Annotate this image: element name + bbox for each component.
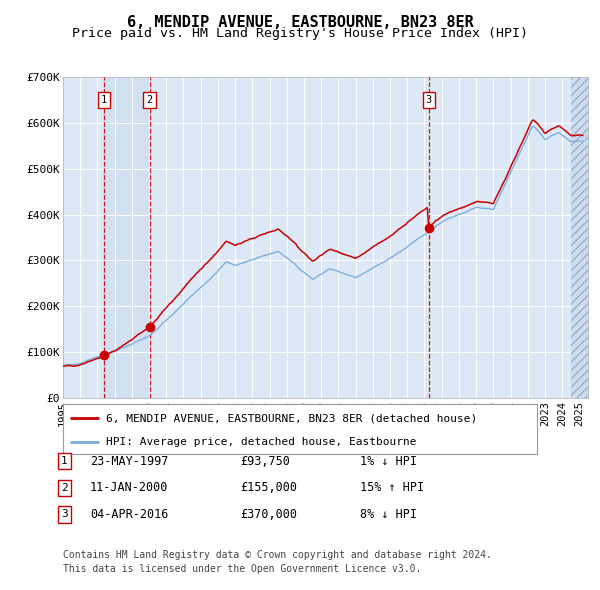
Text: £370,000: £370,000 — [240, 508, 297, 521]
Text: 3: 3 — [61, 510, 68, 519]
Bar — [104, 77, 149, 398]
Text: 04-APR-2016: 04-APR-2016 — [90, 508, 169, 521]
Polygon shape — [571, 77, 588, 398]
Text: £155,000: £155,000 — [240, 481, 297, 494]
Text: Contains HM Land Registry data © Crown copyright and database right 2024.
This d: Contains HM Land Registry data © Crown c… — [63, 550, 492, 574]
Text: 6, MENDIP AVENUE, EASTBOURNE, BN23 8ER: 6, MENDIP AVENUE, EASTBOURNE, BN23 8ER — [127, 15, 473, 30]
Text: 3: 3 — [426, 94, 432, 104]
Text: 2: 2 — [61, 483, 68, 493]
Text: HPI: Average price, detached house, Eastbourne: HPI: Average price, detached house, East… — [106, 437, 416, 447]
Text: 1: 1 — [61, 457, 68, 466]
Text: 23-MAY-1997: 23-MAY-1997 — [90, 455, 169, 468]
Text: 11-JAN-2000: 11-JAN-2000 — [90, 481, 169, 494]
Text: 6, MENDIP AVENUE, EASTBOURNE, BN23 8ER (detached house): 6, MENDIP AVENUE, EASTBOURNE, BN23 8ER (… — [106, 413, 477, 423]
Text: 1% ↓ HPI: 1% ↓ HPI — [360, 455, 417, 468]
Text: 8% ↓ HPI: 8% ↓ HPI — [360, 508, 417, 521]
Text: 15% ↑ HPI: 15% ↑ HPI — [360, 481, 424, 494]
Text: Price paid vs. HM Land Registry's House Price Index (HPI): Price paid vs. HM Land Registry's House … — [72, 27, 528, 40]
Text: 2: 2 — [146, 94, 153, 104]
Text: 1: 1 — [101, 94, 107, 104]
Text: £93,750: £93,750 — [240, 455, 290, 468]
